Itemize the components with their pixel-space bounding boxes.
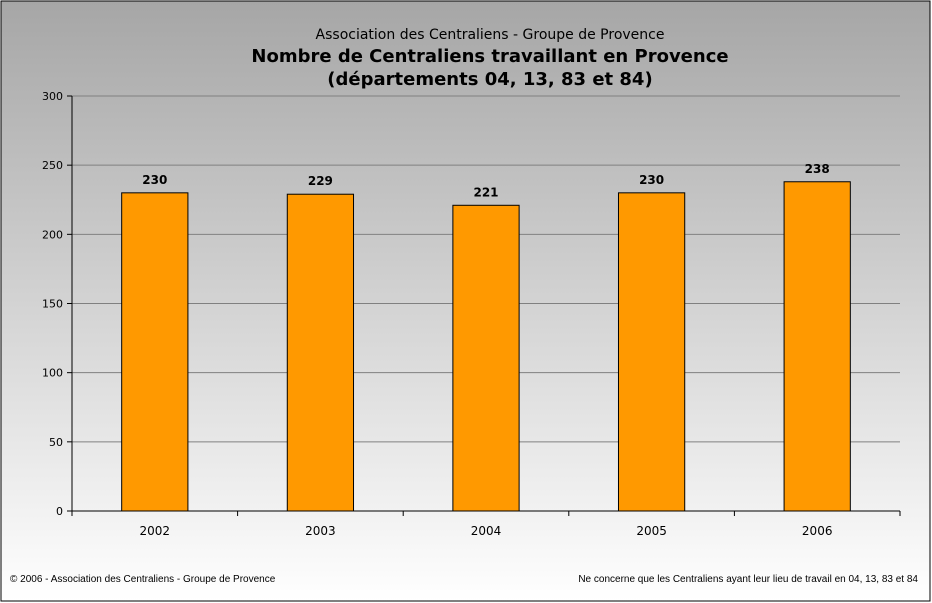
x-tick-label: 2002 <box>140 524 171 538</box>
x-tick-label: 2003 <box>305 524 336 538</box>
y-tick-label: 0 <box>56 505 63 518</box>
bar <box>783 181 851 512</box>
bar <box>452 204 520 512</box>
bar <box>617 192 686 512</box>
y-tick-label: 250 <box>42 159 63 172</box>
x-tick-label: 2006 <box>802 524 833 538</box>
data-label: 221 <box>473 185 498 199</box>
data-label: 229 <box>308 174 333 188</box>
bar <box>121 192 189 512</box>
footer-note: Ne concerne que les Centraliens ayant le… <box>578 574 918 585</box>
y-tick-label: 150 <box>42 298 63 311</box>
chart-subtitle: (départements 04, 13, 83 et 84) <box>327 69 652 90</box>
data-label: 230 <box>142 173 167 187</box>
footer-copyright: © 2006 - Association des Centraliens - G… <box>10 574 276 585</box>
chart-supertitle: Association des Centraliens - Groupe de … <box>316 27 665 43</box>
data-label: 238 <box>805 162 830 176</box>
chart-title: Nombre de Centraliens travaillant en Pro… <box>251 46 728 67</box>
x-tick-label: 2005 <box>636 524 667 538</box>
y-tick-label: 50 <box>49 436 63 449</box>
data-label: 230 <box>639 173 664 187</box>
bar <box>286 193 355 512</box>
plot-area: 0 50 100 150 200 250 300 230 2002 229 2003 221 2004 2… <box>42 90 901 538</box>
y-tick-label: 100 <box>42 367 63 380</box>
y-tick-label: 200 <box>42 228 63 241</box>
y-tick-label: 300 <box>42 90 63 103</box>
x-tick-label: 2004 <box>471 524 502 538</box>
